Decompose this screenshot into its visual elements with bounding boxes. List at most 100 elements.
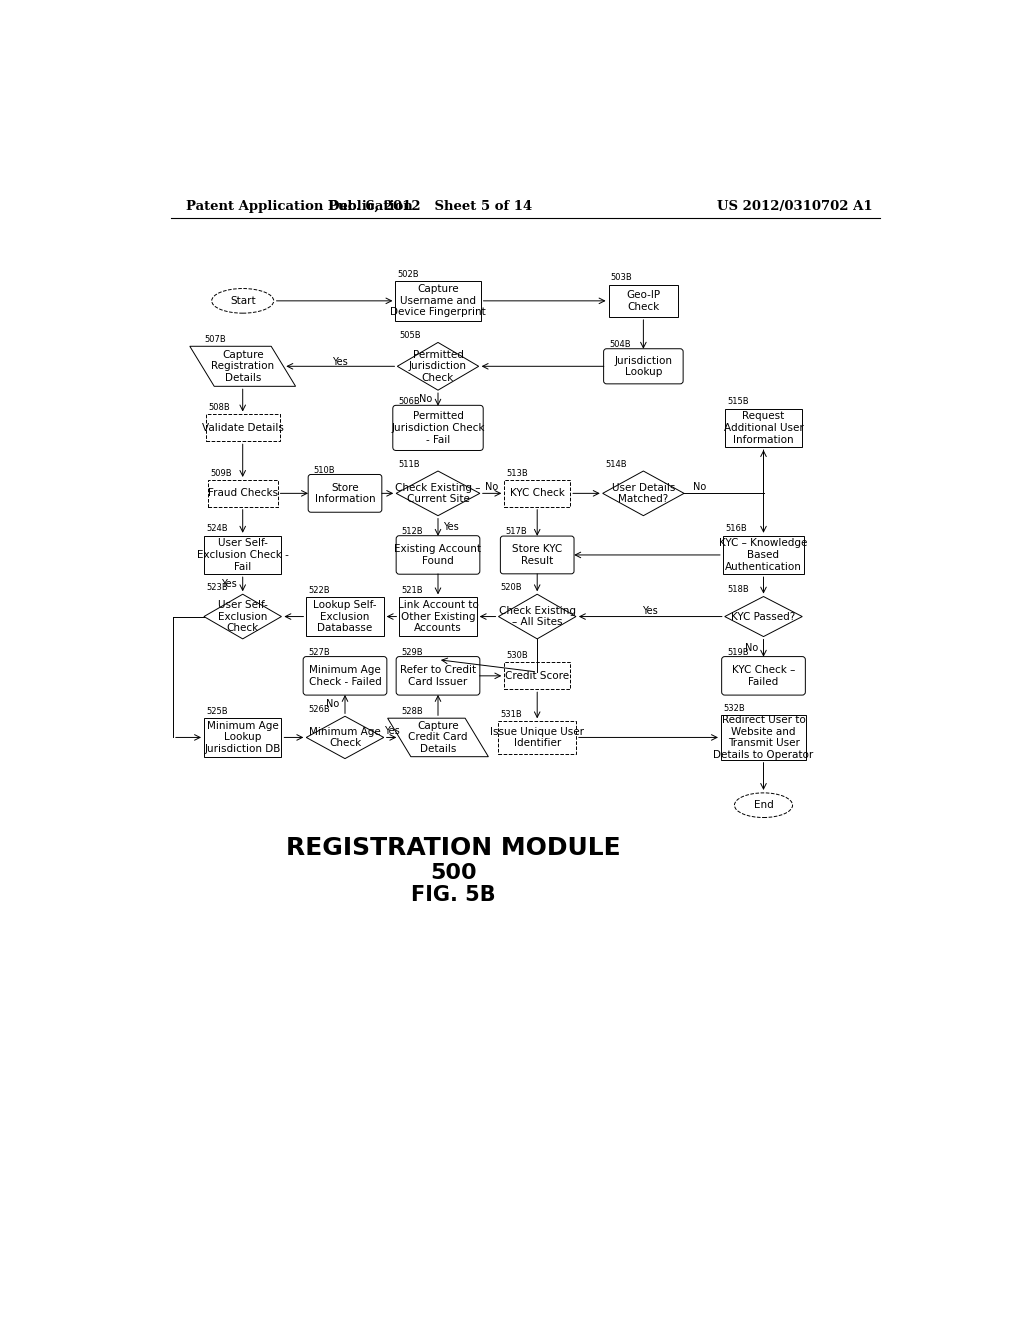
Ellipse shape bbox=[212, 289, 273, 313]
Text: 515B: 515B bbox=[727, 397, 749, 407]
Text: Jurisdiction
Lookup: Jurisdiction Lookup bbox=[614, 355, 673, 378]
Text: Dec. 6, 2012   Sheet 5 of 14: Dec. 6, 2012 Sheet 5 of 14 bbox=[328, 199, 532, 213]
Polygon shape bbox=[396, 471, 480, 516]
Text: REGISTRATION MODULE: REGISTRATION MODULE bbox=[286, 836, 621, 859]
Polygon shape bbox=[504, 663, 570, 689]
Text: End: End bbox=[754, 800, 773, 810]
Text: Yes: Yes bbox=[384, 726, 399, 737]
Text: KYC Check –
Failed: KYC Check – Failed bbox=[732, 665, 796, 686]
Text: 519B: 519B bbox=[727, 648, 749, 657]
Text: 518B: 518B bbox=[727, 585, 749, 594]
Text: 528B: 528B bbox=[401, 708, 423, 715]
Text: Permitted
Jurisdiction Check
- Fail: Permitted Jurisdiction Check - Fail bbox=[391, 412, 484, 445]
Text: 509B: 509B bbox=[210, 469, 231, 478]
Polygon shape bbox=[608, 285, 678, 317]
Text: 525B: 525B bbox=[206, 708, 228, 715]
FancyBboxPatch shape bbox=[396, 656, 480, 696]
Text: 502B: 502B bbox=[397, 269, 419, 279]
Text: US 2012/0310702 A1: US 2012/0310702 A1 bbox=[717, 199, 872, 213]
Text: Check Existing –
Current Site: Check Existing – Current Site bbox=[395, 483, 480, 504]
Text: Fraud Checks: Fraud Checks bbox=[208, 488, 278, 499]
Polygon shape bbox=[388, 718, 488, 756]
Text: Capture
Registration
Details: Capture Registration Details bbox=[211, 350, 274, 383]
Text: Lookup Self-
Exclusion
Databasse: Lookup Self- Exclusion Databasse bbox=[313, 601, 377, 634]
Text: KYC Check: KYC Check bbox=[510, 488, 564, 499]
Text: Patent Application Publication: Patent Application Publication bbox=[186, 199, 413, 213]
Text: 513B: 513B bbox=[507, 469, 528, 478]
Text: User Self-
Exclusion Check -
Fail: User Self- Exclusion Check - Fail bbox=[197, 539, 289, 572]
Text: KYC – Knowledge
Based
Authentication: KYC – Knowledge Based Authentication bbox=[719, 539, 808, 572]
Text: Yes: Yes bbox=[221, 579, 237, 589]
Text: 526B: 526B bbox=[308, 705, 331, 714]
Text: Redirect User to
Website and
Transmit User
Details to Operator: Redirect User to Website and Transmit Us… bbox=[714, 715, 814, 760]
Text: Request
Additional User
Information: Request Additional User Information bbox=[724, 412, 804, 445]
Text: Validate Details: Validate Details bbox=[202, 422, 284, 433]
Polygon shape bbox=[499, 594, 575, 639]
Polygon shape bbox=[208, 480, 278, 507]
Text: Link Account to
Other Existing
Accounts: Link Account to Other Existing Accounts bbox=[397, 601, 478, 634]
Text: User Details
Matched?: User Details Matched? bbox=[611, 483, 675, 504]
Text: Minimum Age
Lookup
Jurisdiction DB: Minimum Age Lookup Jurisdiction DB bbox=[205, 721, 281, 754]
Text: 505B: 505B bbox=[399, 331, 421, 341]
Text: 532B: 532B bbox=[723, 704, 744, 713]
Polygon shape bbox=[603, 471, 684, 516]
Text: Issue Unique User
Identifier: Issue Unique User Identifier bbox=[490, 726, 585, 748]
Text: 520B: 520B bbox=[501, 583, 522, 591]
Text: 522B: 522B bbox=[308, 586, 330, 595]
Text: 514B: 514B bbox=[605, 459, 627, 469]
Text: 530B: 530B bbox=[507, 651, 528, 660]
Text: 507B: 507B bbox=[205, 335, 226, 345]
Text: No: No bbox=[419, 395, 432, 404]
FancyBboxPatch shape bbox=[393, 405, 483, 450]
Polygon shape bbox=[206, 414, 280, 441]
Text: Check Existing
– All Sites: Check Existing – All Sites bbox=[499, 606, 575, 627]
Text: FIG. 5B: FIG. 5B bbox=[412, 886, 496, 906]
Polygon shape bbox=[306, 717, 384, 759]
Polygon shape bbox=[306, 598, 384, 636]
Polygon shape bbox=[204, 594, 282, 639]
Text: Yes: Yes bbox=[642, 606, 658, 616]
Text: Existing Account
Found: Existing Account Found bbox=[394, 544, 481, 566]
FancyBboxPatch shape bbox=[308, 474, 382, 512]
Text: 523B: 523B bbox=[206, 583, 228, 591]
Text: Refer to Credit
Card Issuer: Refer to Credit Card Issuer bbox=[400, 665, 476, 686]
Text: User Self-
Exclusion
Check: User Self- Exclusion Check bbox=[218, 601, 267, 634]
Polygon shape bbox=[725, 597, 802, 636]
Text: 511B: 511B bbox=[398, 459, 420, 469]
Text: 516B: 516B bbox=[725, 524, 746, 533]
Text: 517B: 517B bbox=[506, 528, 527, 536]
Text: No: No bbox=[693, 482, 707, 492]
Text: Start: Start bbox=[229, 296, 256, 306]
FancyBboxPatch shape bbox=[501, 536, 574, 574]
Polygon shape bbox=[204, 536, 282, 574]
Text: 508B: 508B bbox=[208, 403, 230, 412]
Text: Capture
Username and
Device Fingerprint: Capture Username and Device Fingerprint bbox=[390, 284, 485, 317]
Text: Yes: Yes bbox=[333, 356, 348, 367]
Text: 527B: 527B bbox=[308, 648, 331, 657]
Text: Permitted
Jurisdiction
Check: Permitted Jurisdiction Check bbox=[409, 350, 467, 383]
Text: 510B: 510B bbox=[313, 466, 335, 475]
Text: KYC Passed?: KYC Passed? bbox=[731, 611, 796, 622]
Text: 524B: 524B bbox=[206, 524, 228, 533]
Text: Yes: Yes bbox=[442, 523, 459, 532]
Text: Store KYC
Result: Store KYC Result bbox=[512, 544, 562, 566]
Polygon shape bbox=[397, 342, 478, 391]
FancyBboxPatch shape bbox=[603, 348, 683, 384]
Text: Geo-IP
Check: Geo-IP Check bbox=[627, 290, 660, 312]
Polygon shape bbox=[395, 281, 480, 321]
Text: 529B: 529B bbox=[401, 648, 423, 657]
Polygon shape bbox=[504, 480, 570, 507]
Polygon shape bbox=[399, 598, 477, 636]
Text: No: No bbox=[485, 482, 499, 492]
Text: Minimum Age
Check - Failed: Minimum Age Check - Failed bbox=[308, 665, 381, 686]
Polygon shape bbox=[499, 721, 575, 754]
Text: 500: 500 bbox=[430, 863, 477, 883]
Text: 506B: 506B bbox=[398, 397, 420, 407]
Polygon shape bbox=[204, 718, 282, 756]
Text: 512B: 512B bbox=[401, 528, 423, 536]
Polygon shape bbox=[725, 409, 802, 447]
Text: 504B: 504B bbox=[609, 341, 631, 350]
FancyBboxPatch shape bbox=[722, 656, 805, 696]
Text: 531B: 531B bbox=[501, 710, 522, 719]
Text: 503B: 503B bbox=[611, 273, 633, 282]
